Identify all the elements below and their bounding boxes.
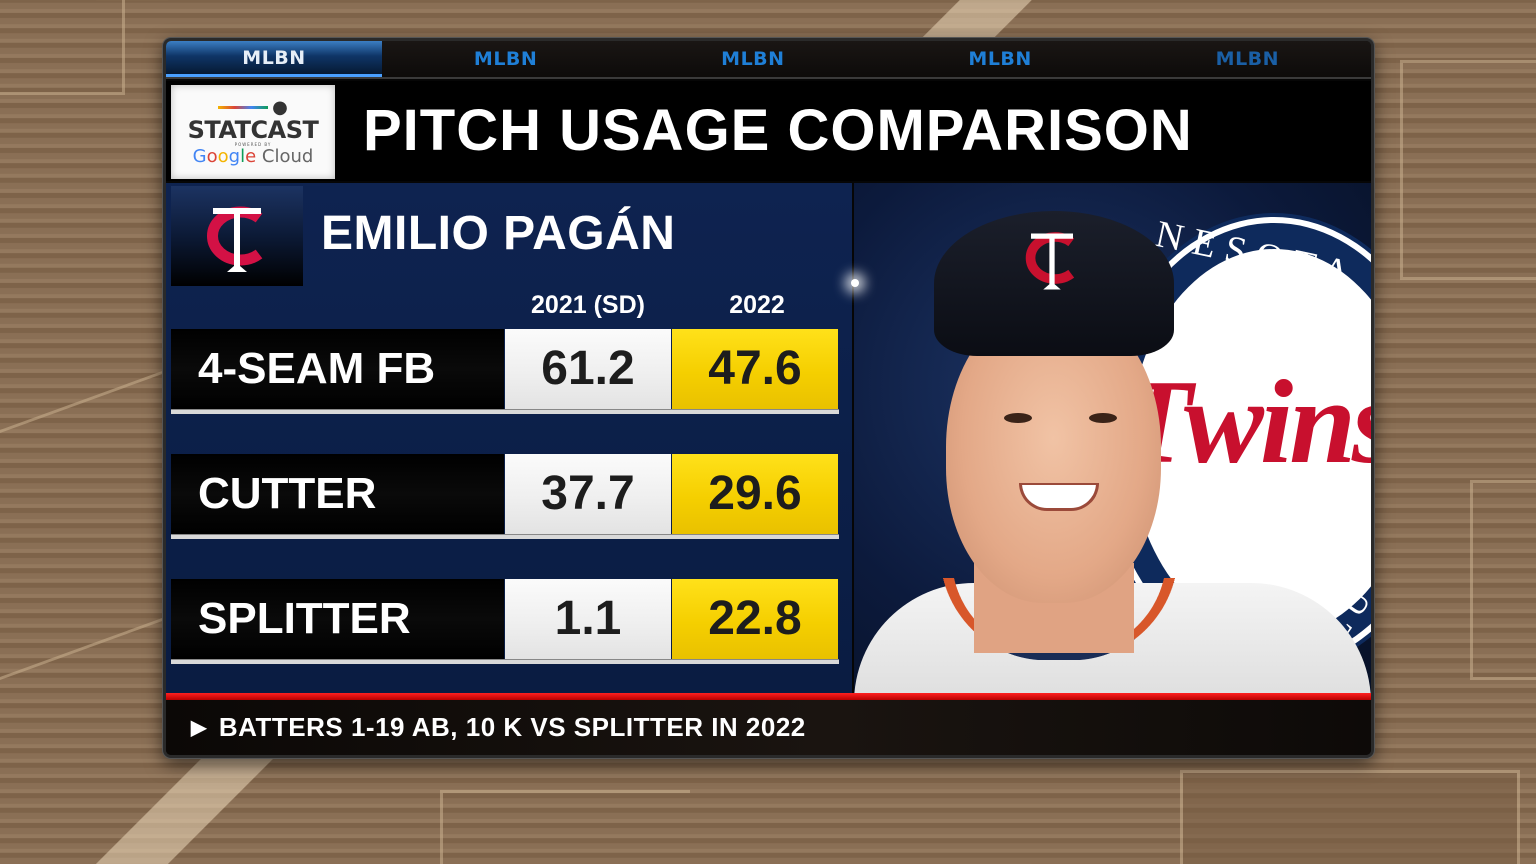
header: ● STATCAST POWERED BY Google Cloud PITCH… [166,81,1371,181]
network-tab: MLBN [473,48,538,70]
ticker-bar: ▶ BATTERS 1-19 AB, 10 K VS SPLITTER IN 2… [166,700,1371,755]
pitch-type-label: SPLITTER [171,579,504,659]
smile [1019,483,1099,511]
stats-section: EMILIO PAGÁN 2021 (SD) 2022 4-SEAM FB 61… [166,183,852,693]
team-logo [171,186,303,286]
background-wood-block [440,790,690,864]
column-header-2021: 2021 (SD) [531,291,645,319]
network-tab: MLBN [166,41,382,77]
usage-2021-cell: 1.1 [505,579,671,659]
network-tab: MLBN [968,48,1032,70]
eye [1089,413,1117,423]
table-row: SPLITTER 1.1 22.8 [171,579,847,664]
background-wood-block [1400,60,1536,280]
color-stripe-icon [218,106,269,109]
graphic-panel: MLBN MLBN MLBN MLBN MLBN ● STATCAST POWE… [163,38,1374,758]
row-divider [171,659,839,664]
play-triangle-icon: ▶ [191,717,207,739]
row-divider [171,534,839,539]
background-wood-block [0,0,125,95]
ticker-text: BATTERS 1-19 AB, 10 K VS SPLITTER IN 202… [218,712,806,742]
light-glint [851,279,859,287]
batter-silhouette-icon: ● [272,97,288,118]
pitch-type-label: 4-SEAM FB [171,329,504,409]
eye [1004,413,1032,423]
twins-wordmark: Twins [1119,355,1371,488]
background-wood-block [1180,770,1520,864]
usage-2022-cell: 29.6 [672,454,838,534]
usage-2022-cell: 47.6 [672,329,838,409]
red-divider [166,693,1371,700]
statcast-wordmark: STATCAST [187,115,319,144]
row-divider [171,409,839,414]
google-cloud-wordmark: Google Cloud [192,145,314,167]
network-tab: MLBN [721,48,785,70]
page-title: PITCH USAGE COMPARISON [363,98,1193,163]
background-wood-block [1470,480,1536,680]
statcast-logo: ● STATCAST POWERED BY Google Cloud [171,85,335,179]
player-name: EMILIO PAGÁN [321,207,676,260]
usage-2022-cell: 22.8 [672,579,838,659]
twins-tc-icon [207,206,263,272]
background-wood-block [0,369,165,681]
table-row: 4-SEAM FB 61.2 47.6 [171,329,847,414]
network-tab: MLBN [1215,48,1280,70]
network-tab-bar: MLBN MLBN MLBN MLBN MLBN [166,41,1371,79]
table-row: CUTTER 37.7 29.6 [171,454,847,539]
player-photo: NESOTA L CLUB Twins [854,183,1371,693]
column-header-2022: 2022 [729,291,785,319]
cap-tc-icon [1025,232,1075,290]
pitch-type-label: CUTTER [171,454,504,534]
usage-2021-cell: 61.2 [505,329,671,409]
usage-2021-cell: 37.7 [505,454,671,534]
powered-by-label: POWERED BY [234,141,272,147]
